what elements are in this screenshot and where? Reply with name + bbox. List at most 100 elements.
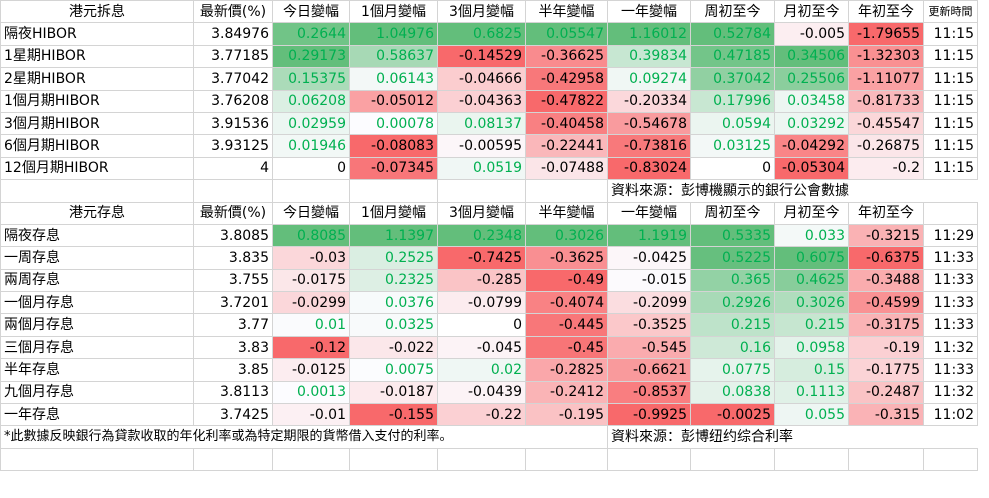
deposit-row: 半年存息 3.85 -0.0125 0.0075 0.02 -0.2825 -0.6621 0… xyxy=(0,358,978,382)
deposit-cell: 0.01 xyxy=(272,313,350,337)
empty-cell xyxy=(272,447,350,472)
deposit-column-header: 1個月變幅 xyxy=(349,201,438,225)
deposit-cell: -0.8537 xyxy=(607,380,691,405)
empty-cell xyxy=(848,447,924,472)
empty-cell xyxy=(349,179,438,203)
deposit-cell: -0.015 xyxy=(607,268,691,293)
hibor-cell: 1.16012 xyxy=(607,22,691,46)
empty-cell xyxy=(0,447,194,472)
deposit-cell: -0.0299 xyxy=(272,291,350,315)
deposit-cell: 11:33 xyxy=(923,358,978,382)
hibor-title: 港元拆息 xyxy=(0,0,194,24)
deposit-cell: 0.6075 xyxy=(774,246,849,270)
deposit-cell: -0.3175 xyxy=(848,313,924,337)
deposit-cell: -0.0187 xyxy=(349,380,438,405)
hibor-cell: 3.77185 xyxy=(193,44,273,69)
empty-cell xyxy=(923,447,978,472)
hibor-column-header: 更新時間 xyxy=(923,0,978,24)
hibor-cell: -1.79655 xyxy=(848,22,924,46)
deposit-cell: -0.6621 xyxy=(607,358,691,382)
hibor-cell: -0.20334 xyxy=(607,89,691,113)
deposit-cell: 11:29 xyxy=(923,223,978,248)
hibor-cell: 0.06143 xyxy=(349,67,438,91)
empty-cell xyxy=(437,179,526,203)
hibor-cell: 0.6825 xyxy=(437,22,526,46)
hibor-cell: 0.39834 xyxy=(607,44,691,69)
deposit-cell: -0.2412 xyxy=(525,380,608,405)
hibor-cell: 0.15375 xyxy=(272,67,350,91)
empty-cell xyxy=(193,179,273,203)
deposit-cell: -0.12 xyxy=(272,335,350,360)
deposit-cell: -0.545 xyxy=(607,335,691,360)
deposit-row-label: 一年存息 xyxy=(0,403,194,427)
empty-cell xyxy=(0,179,194,203)
deposit-cell: 3.85 xyxy=(193,358,273,382)
hibor-column-header: 半年變幅 xyxy=(525,0,608,24)
deposit-cell: 11:33 xyxy=(923,246,978,270)
deposit-cell: 0.033 xyxy=(774,223,849,248)
deposit-column-header xyxy=(923,201,978,225)
deposit-row: 一周存息 3.835 -0.03 0.2525 -0.7425 -0.3625 -0.042… xyxy=(0,246,978,270)
hibor-cell: 3.84976 xyxy=(193,22,273,46)
deposit-cell: -0.0125 xyxy=(272,358,350,382)
hibor-cell: -0.04666 xyxy=(437,67,526,91)
hibor-row-label: 3個月期HIBOR xyxy=(0,111,194,136)
deposit-cell: 3.8085 xyxy=(193,223,273,248)
deposit-cell: 3.7201 xyxy=(193,291,273,315)
deposit-cell: -0.22 xyxy=(437,403,526,427)
hibor-cell: 0.37042 xyxy=(690,67,775,91)
deposit-cell: -0.19 xyxy=(848,335,924,360)
deposit-cell: 0.0075 xyxy=(349,358,438,382)
hibor-cell: 3.76208 xyxy=(193,89,273,113)
deposit-cell: 0.02 xyxy=(437,358,526,382)
hibor-row-label: 6個月期HIBOR xyxy=(0,134,194,158)
deposit-cell: 0.0013 xyxy=(272,380,350,405)
deposit-cell: 3.7425 xyxy=(193,403,273,427)
hibor-cell: 0.29173 xyxy=(272,44,350,69)
deposit-cell: 11:02 xyxy=(923,403,978,427)
deposit-cell: 3.83 xyxy=(193,335,273,360)
deposit-row: 一個月存息 3.7201 -0.0299 0.0376 -0.0799 -0.4074 -0… xyxy=(0,291,978,315)
deposit-row: 九個月存息 3.8113 0.0013 -0.0187 -0.0439 -0.2412 -0… xyxy=(0,380,978,405)
deposit-cell: 0 xyxy=(437,313,526,337)
hibor-cell: -0.14529 xyxy=(437,44,526,69)
hibor-row-label: 1星期HIBOR xyxy=(0,44,194,69)
deposit-cell: 0.8085 xyxy=(272,223,350,248)
deposit-note: *此數據反映銀行為貸款收取的年化利率或為特定期限的貨幣借入支付的利率。 xyxy=(0,425,608,449)
hibor-cell: -0.45547 xyxy=(848,111,924,136)
deposit-column-header: 月初至今 xyxy=(774,201,849,225)
hibor-row-label: 12個月期HIBOR xyxy=(0,156,194,181)
deposit-note-row: *此數據反映銀行為貸款收取的年化利率或為特定期限的貨幣借入支付的利率。 資料來源：… xyxy=(0,425,978,449)
deposit-cell: -0.1775 xyxy=(848,358,924,382)
hibor-cell: 0.2644 xyxy=(272,22,350,46)
deposit-cell: 0.0958 xyxy=(774,335,849,360)
empty-cell xyxy=(607,447,691,472)
hibor-cell: -0.81733 xyxy=(848,89,924,113)
hibor-source-row: 資料來源：彭博機顯示的銀行公會數據 xyxy=(0,179,978,203)
deposit-cell: -0.045 xyxy=(437,335,526,360)
hibor-row: 6個月期HIBOR 3.93125 0.01946 -0.08083 -0.00595-… xyxy=(0,134,978,158)
deposit-source: 資料來源：彭博纽约综合利率 xyxy=(607,425,978,449)
deposit-column-header: 最新價(%) xyxy=(193,201,273,225)
deposit-cell: -0.03 xyxy=(272,246,350,270)
hibor-cell: -0.04363 xyxy=(437,89,526,113)
hibor-row: 隔夜HIBOR 3.84976 0.2644 1.04976 0.6825 0.05547… xyxy=(0,22,978,46)
hibor-column-header: 年初至今 xyxy=(848,0,924,24)
deposit-cell: 3.77 xyxy=(193,313,273,337)
hibor-cell: 0.34506 xyxy=(774,44,849,69)
deposit-cell: 0.0838 xyxy=(690,380,775,405)
hibor-cell: -0.05304 xyxy=(774,156,849,181)
hibor-cell: 3.91536 xyxy=(193,111,273,136)
hibor-cell: 3.93125 xyxy=(193,134,273,158)
deposit-cell: 1.1397 xyxy=(349,223,438,248)
hibor-row: 3個月期HIBOR 3.91536 0.02959 0.00078 0.08137 -0.… xyxy=(0,111,978,136)
deposit-cell: -0.2825 xyxy=(525,358,608,382)
deposit-column-header: 今日變幅 xyxy=(272,201,350,225)
deposit-cell: -0.2487 xyxy=(848,380,924,405)
deposit-row: 兩個月存息 3.77 0.01 0.0325 0 -0.445 -0.3525 0.215 0.… xyxy=(0,313,978,337)
hibor-cell: -0.2 xyxy=(848,156,924,181)
empty-row xyxy=(0,447,978,472)
hibor-cell: 0.17996 xyxy=(690,89,775,113)
hibor-cell: 4 xyxy=(193,156,273,181)
empty-cell xyxy=(272,179,350,203)
